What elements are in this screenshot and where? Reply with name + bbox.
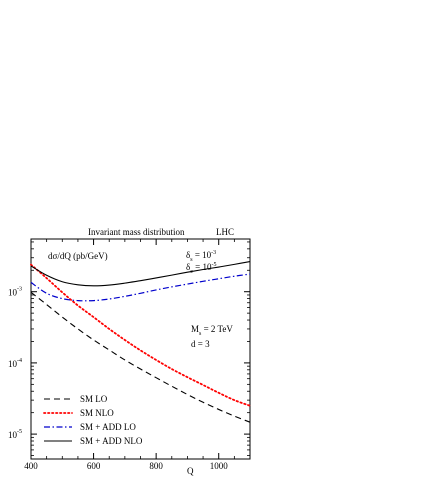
x-tick-label: 1000 (210, 461, 229, 471)
series-line-2 (30, 263, 251, 407)
chart-title-right: LHC (216, 227, 234, 237)
y-tick-label: 10-5 (8, 429, 22, 440)
y-tick-label: 10-4 (8, 358, 22, 369)
legend: SM LO SM NLO SM + ADD LO SM + ADD NLO (43, 394, 143, 446)
chart-curves (30, 261, 251, 423)
annotation-d: d = 3 (191, 339, 210, 349)
annotation-delta-c: δc = 10-5 (186, 262, 217, 275)
axis-ticks: 400 600 800 1000 10-3 10-4 10-5 (8, 239, 250, 471)
legend-label-4: SM + ADD NLO (80, 436, 143, 446)
x-tick-label: 800 (149, 461, 163, 471)
series-line-3 (30, 273, 251, 302)
annotation-delta-s: δs = 10-3 (186, 250, 216, 263)
series-line-1 (30, 291, 251, 423)
series-line-4 (30, 261, 251, 287)
chart-title: Invariant mass distribution (88, 227, 185, 237)
svg-text:δc = 10-5: δc = 10-5 (186, 262, 217, 275)
svg-text:Ms = 2 TeV: Ms = 2 TeV (191, 324, 233, 337)
svg-text:d = 3: d = 3 (191, 339, 210, 349)
annotation-ms: Ms = 2 TeV (191, 324, 233, 337)
plot-frame (30, 238, 251, 460)
x-axis-label: Q (187, 466, 194, 476)
legend-label-3: SM + ADD LO (80, 422, 136, 432)
legend-label-2: SM NLO (80, 408, 114, 418)
x-tick-label: 600 (87, 461, 101, 471)
y-tick-label: 10-3 (8, 287, 22, 298)
y-axis-label: dσ/dQ (pb/GeV) (48, 251, 108, 261)
x-tick-label: 400 (24, 461, 38, 471)
legend-label-1: SM LO (80, 394, 108, 404)
svg-text:δs = 10-3: δs = 10-3 (186, 250, 216, 263)
